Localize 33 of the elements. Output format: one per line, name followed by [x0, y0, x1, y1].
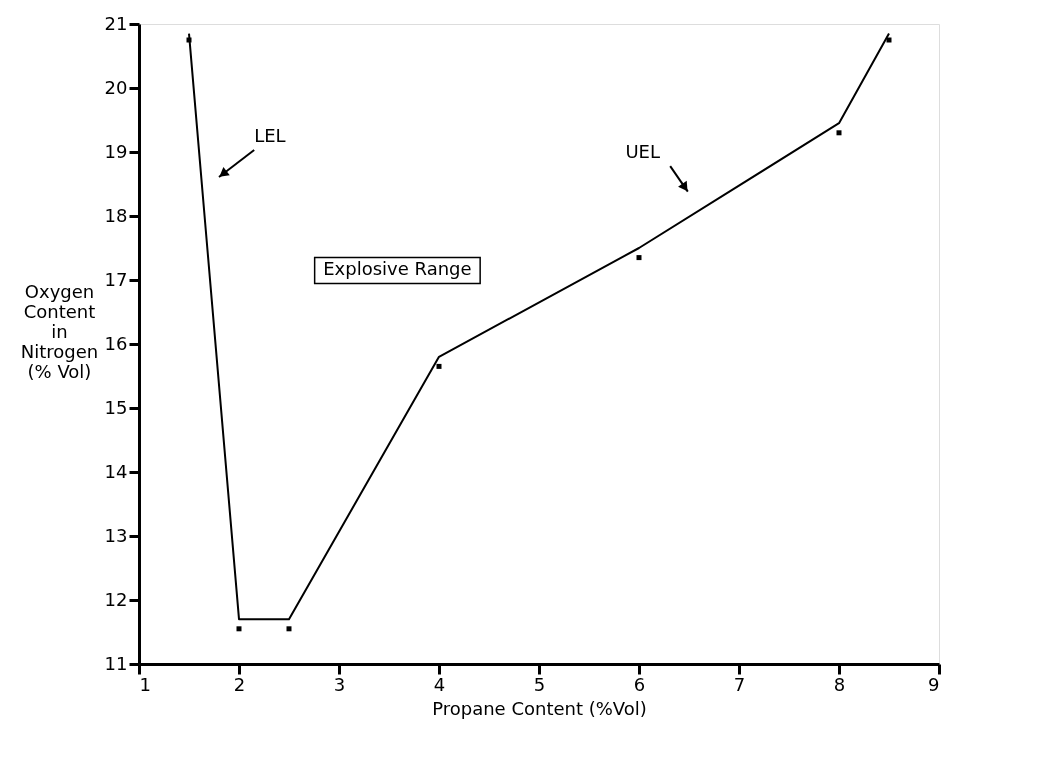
- x-tick-label: 5: [533, 673, 546, 695]
- x-tick-label: 2: [233, 673, 246, 695]
- x-tick-label: 8: [833, 673, 846, 695]
- y-tick-label: 18: [104, 204, 128, 226]
- x-tick-label: 1: [139, 673, 151, 695]
- y-tick-label: 15: [104, 396, 128, 418]
- point: [286, 626, 292, 632]
- point: [886, 37, 892, 43]
- annotation: Explosive Range: [323, 258, 472, 280]
- x-axis-title: Propane Content (%Vol): [432, 697, 647, 719]
- y-tick-label: 19: [104, 140, 128, 162]
- point: [436, 363, 442, 369]
- y-tick-label: 11: [104, 652, 128, 674]
- y-tick-label: 21: [104, 12, 128, 34]
- line-series: [188, 32, 890, 621]
- y-tick-label: 13: [104, 524, 128, 546]
- y-tick-label: 16: [104, 332, 128, 354]
- point: [636, 255, 642, 261]
- x-tick-label: 4: [433, 673, 446, 695]
- x-tick-label: 3: [333, 673, 346, 695]
- y-tick-label: 12: [104, 588, 128, 610]
- point: [186, 37, 192, 43]
- x-tick-label: 9: [928, 673, 940, 695]
- annotation: LEL: [254, 124, 286, 146]
- y-tick-label: 17: [104, 268, 128, 290]
- x-tick-label: 7: [733, 673, 746, 695]
- annotation: UEL: [625, 141, 660, 163]
- point: [836, 130, 842, 136]
- y-axis-title: Oxygen Content in Nitrogen (% Vol): [20, 281, 99, 383]
- y-tick-label: 20: [104, 76, 128, 98]
- x-tick-label: 6: [633, 673, 646, 695]
- point: [236, 626, 242, 632]
- y-tick-label: 14: [104, 460, 128, 482]
